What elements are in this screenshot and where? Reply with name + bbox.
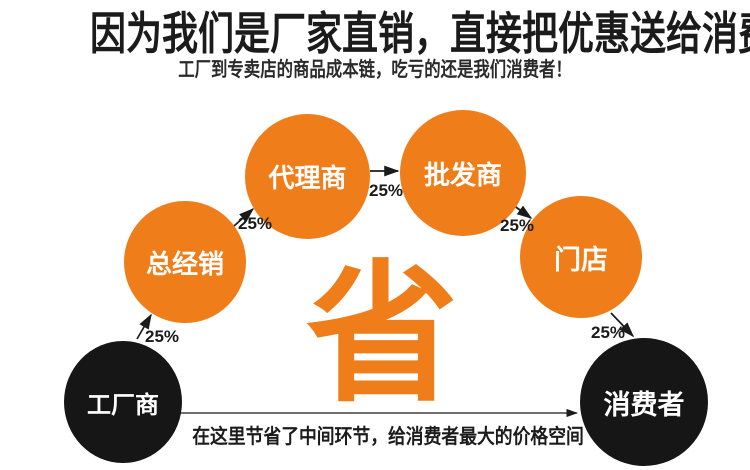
node-agent-label: 代理商 xyxy=(268,163,347,193)
node-agent: 代理商 xyxy=(245,114,370,239)
node-factory: 工厂商 xyxy=(64,341,182,463)
page-subtitle-text: 工厂到专卖店的商品成本链，吃亏的还是我们消费者！ xyxy=(178,59,572,81)
page-title-text: 因为我们是厂家直销，直接把优惠送给消费者 xyxy=(90,8,750,59)
edge-percent-wholesaler-store: 25% xyxy=(500,216,535,235)
node-factory-label: 工厂商 xyxy=(87,391,159,419)
page-subtitle: 工厂到专卖店的商品成本链，吃亏的还是我们消费者！ xyxy=(0,57,750,83)
page-title: 因为我们是厂家直销，直接把优惠送给消费者 xyxy=(0,9,750,59)
node-consumer-label: 消费者 xyxy=(603,389,685,420)
node-wholesaler-label: 批发商 xyxy=(423,159,502,190)
node-store-label: 门店 xyxy=(554,244,608,275)
edge-percent-store-consumer: 25% xyxy=(591,323,626,342)
node-store: 门店 xyxy=(520,196,642,318)
bottom-caption-text: 在这里节省了中间环节，给消费者最大的价格空间 xyxy=(192,426,584,448)
node-consumer: 消费者 xyxy=(580,338,708,466)
edge-percent-general-agent: 25% xyxy=(238,214,273,233)
edge-percent-factory-general: 25% xyxy=(145,327,180,346)
edge-percent-agent-wholesaler: 25% xyxy=(369,181,404,200)
center-save-character: 省 xyxy=(306,250,458,420)
node-wholesaler: 批发商 xyxy=(400,110,526,236)
bottom-caption: 在这里节省了中间环节，给消费者最大的价格空间 xyxy=(168,425,608,449)
node-general-distributor: 总经销 xyxy=(124,201,246,323)
node-general-distributor-label: 总经销 xyxy=(145,248,224,279)
